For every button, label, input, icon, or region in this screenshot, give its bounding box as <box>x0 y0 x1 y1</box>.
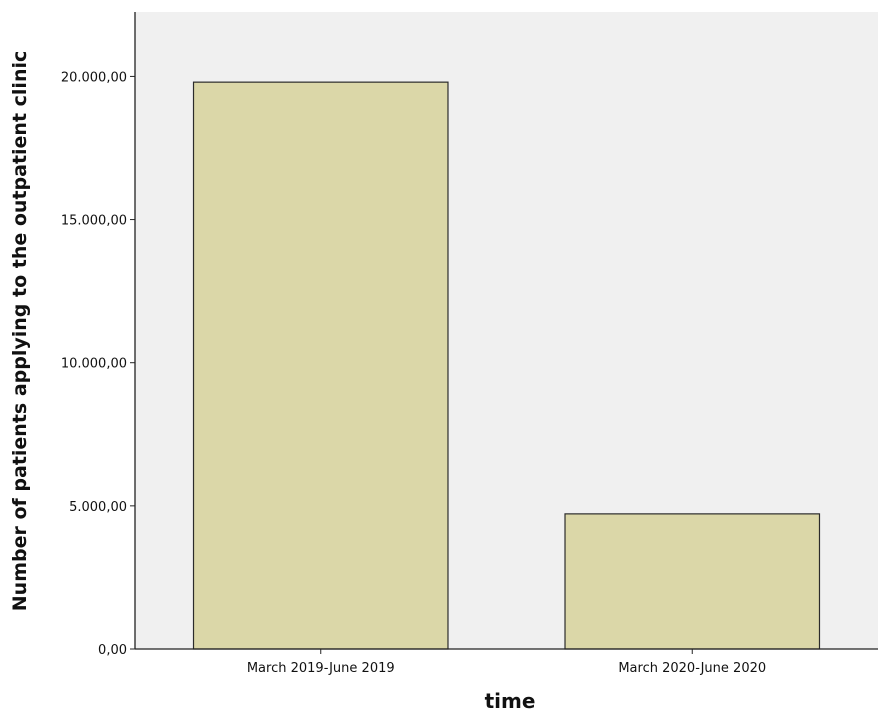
bar <box>192 81 449 650</box>
y-tick-label: 0,00 <box>98 643 127 658</box>
y-tick-label: 20.000,00 <box>61 70 127 85</box>
y-tick-label: 15.000,00 <box>61 214 127 229</box>
x-tick-label: March 2019-June 2019 <box>247 661 395 676</box>
y-axis-title: Number of patients applying to the outpa… <box>9 51 31 611</box>
y-ticks-group: 0,00 5.000,00 10.000,00 15.000,00 20.000,00 <box>61 70 135 658</box>
x-axis-title: time <box>485 689 536 710</box>
x-tick-label: March 2020-June 2020 <box>618 661 766 676</box>
bars-group <box>192 81 821 650</box>
y-tick-label: 5.000,00 <box>69 500 127 515</box>
y-tick-label: 10.000,00 <box>61 357 127 372</box>
bar <box>564 513 821 650</box>
x-ticks-group: March 2019-June 2019 March 2020-June 2020 <box>247 649 766 676</box>
